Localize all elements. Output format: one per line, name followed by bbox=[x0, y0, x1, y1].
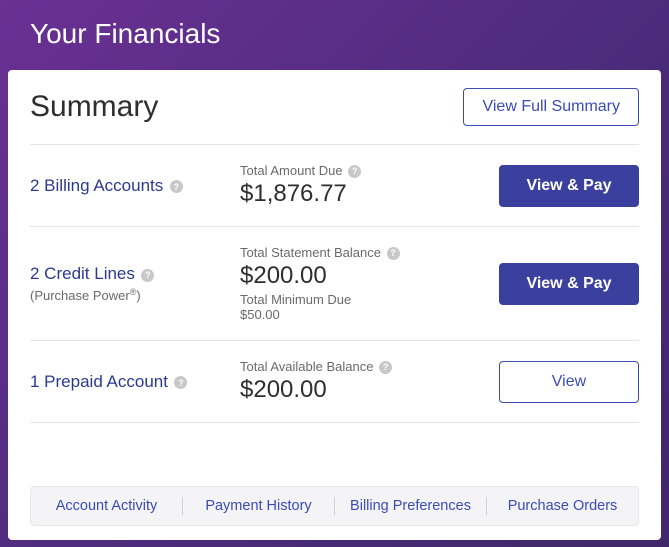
billing-amount-col: Total Amount Due ? $1,876.77 bbox=[240, 163, 489, 208]
page-title: Your Financials bbox=[0, 0, 669, 70]
tab-billing-preferences[interactable]: Billing Preferences bbox=[335, 498, 486, 514]
billing-action-col: View & Pay bbox=[489, 165, 639, 207]
credit-sub-prefix: (Purchase Power bbox=[30, 288, 130, 303]
min-due-label: Total Minimum Due bbox=[240, 292, 489, 307]
credit-amount-label-text: Total Statement Balance bbox=[240, 245, 381, 260]
billing-amount-label-text: Total Amount Due bbox=[240, 163, 343, 178]
total-amount-due-value: $1,876.77 bbox=[240, 180, 489, 208]
statement-balance-value: $200.00 bbox=[240, 262, 489, 290]
billing-view-pay-button[interactable]: View & Pay bbox=[499, 165, 639, 207]
billing-row: 2 Billing Accounts ? Total Amount Due ? … bbox=[30, 145, 639, 227]
available-balance-value: $200.00 bbox=[240, 376, 489, 404]
view-full-summary-button[interactable]: View Full Summary bbox=[463, 88, 639, 126]
summary-card: Summary View Full Summary 2 Billing Acco… bbox=[8, 70, 661, 540]
prepaid-account-link[interactable]: 1 Prepaid Account bbox=[30, 372, 168, 391]
summary-header: Summary View Full Summary bbox=[30, 88, 639, 145]
summary-title: Summary bbox=[30, 90, 158, 124]
prepaid-view-button[interactable]: View bbox=[499, 361, 639, 403]
min-due-value: $50.00 bbox=[240, 307, 489, 322]
billing-label-col: 2 Billing Accounts ? bbox=[30, 176, 240, 196]
credit-view-pay-button[interactable]: View & Pay bbox=[499, 263, 639, 305]
statement-balance-label: Total Statement Balance ? bbox=[240, 245, 489, 260]
credit-amount-col: Total Statement Balance ? $200.00 Total … bbox=[240, 245, 489, 322]
prepaid-row: 1 Prepaid Account ? Total Available Bala… bbox=[30, 341, 639, 423]
help-icon[interactable]: ? bbox=[170, 180, 183, 193]
help-icon[interactable]: ? bbox=[348, 165, 361, 178]
tab-purchase-orders[interactable]: Purchase Orders bbox=[487, 498, 638, 514]
credit-action-col: View & Pay bbox=[489, 263, 639, 305]
tab-payment-history[interactable]: Payment History bbox=[183, 498, 334, 514]
help-icon[interactable]: ? bbox=[387, 247, 400, 260]
credit-lines-link[interactable]: 2 Credit Lines bbox=[30, 264, 135, 283]
prepaid-label-col: 1 Prepaid Account ? bbox=[30, 372, 240, 392]
help-icon[interactable]: ? bbox=[174, 376, 187, 389]
credit-sub-label: (Purchase Power®) bbox=[30, 287, 240, 303]
tab-account-activity[interactable]: Account Activity bbox=[31, 498, 182, 514]
total-amount-due-label: Total Amount Due ? bbox=[240, 163, 489, 178]
help-icon[interactable]: ? bbox=[379, 361, 392, 374]
available-balance-label: Total Available Balance ? bbox=[240, 359, 489, 374]
credit-row: 2 Credit Lines ? (Purchase Power®) Total… bbox=[30, 227, 639, 341]
prepaid-amount-label-text: Total Available Balance bbox=[240, 359, 373, 374]
billing-accounts-link[interactable]: 2 Billing Accounts bbox=[30, 176, 163, 195]
prepaid-action-col: View bbox=[489, 361, 639, 403]
credit-label-col: 2 Credit Lines ? (Purchase Power®) bbox=[30, 264, 240, 303]
prepaid-amount-col: Total Available Balance ? $200.00 bbox=[240, 359, 489, 404]
help-icon[interactable]: ? bbox=[141, 269, 154, 282]
tab-bar: Account Activity Payment History Billing… bbox=[30, 486, 639, 526]
credit-sub-suffix: ) bbox=[136, 288, 140, 303]
